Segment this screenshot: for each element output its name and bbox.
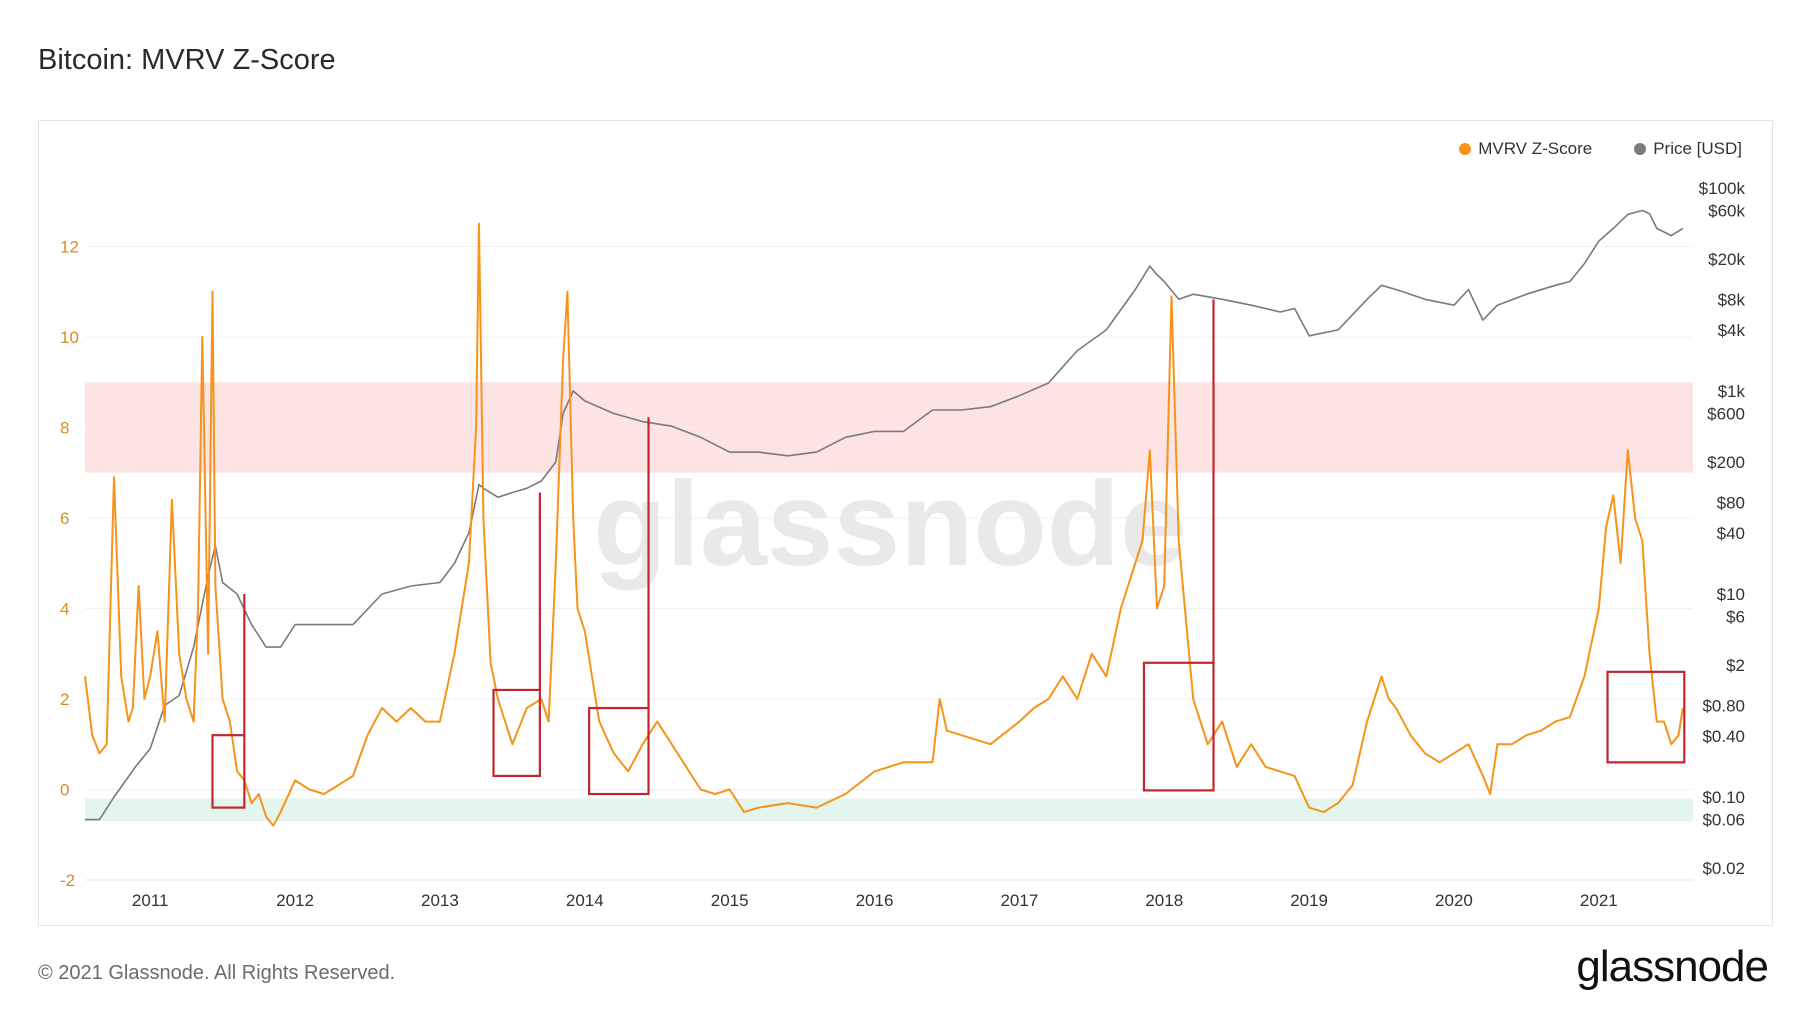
x-tick-label: 2021 [1580,891,1618,910]
y-right-tick-label: $100k [1699,179,1746,198]
price-series-line [85,209,1684,821]
x-tick-label: 2018 [1145,891,1183,910]
y-right-tick-label: $1k [1718,382,1746,401]
annotation-box [1606,670,1686,764]
y-right-tick-label: $200 [1707,453,1745,472]
legend-dot-price [1634,143,1647,155]
y-right-tick-label: $80 [1717,493,1745,512]
y-right-tick-label: $0.10 [1702,788,1745,807]
copyright-text: © 2021 Glassnode. All Rights Reserved. [38,962,396,984]
annotation-box [1142,661,1215,792]
y-left-tick-label: 10 [60,328,79,347]
legend-label-mvrv: MVRV Z-Score [1478,139,1593,158]
x-tick-label: 2013 [421,891,459,910]
y-right-tick-label: $0.06 [1702,811,1745,830]
y-right-tick-label: $8k [1718,290,1746,309]
legend-dot-mvrv [1459,143,1472,155]
x-tick-label: 2012 [276,891,314,910]
y-right-tick-label: $0.40 [1702,727,1745,746]
watermark-text: glassnode [593,457,1187,591]
y-left-tick-label: 6 [60,509,69,528]
y-right-tick-label: $0.80 [1702,696,1745,715]
y-left-tick-label: 8 [60,418,69,437]
x-tick-label: 2011 [132,891,169,910]
x-tick-label: 2016 [856,891,894,910]
chart-legend: MVRV Z-Score Price [USD] [1459,139,1742,159]
annotation-box [211,734,246,809]
undervalued-band [85,798,1693,822]
legend-item-price[interactable]: Price [USD] [1634,139,1742,159]
y-left-tick-label: 4 [60,599,69,618]
mvrv-series-line [84,222,1684,827]
x-tick-label: 2019 [1290,891,1328,910]
y-right-tick-label: $600 [1707,405,1745,424]
x-tick-label: 2020 [1435,891,1473,910]
y-right-tick-label: $40 [1717,524,1745,543]
y-right-tick-label: $10 [1717,585,1745,604]
y-left-tick-label: 12 [60,237,79,256]
glassnode-logo: glassnode [1576,942,1769,991]
y-right-tick-label: $6 [1726,608,1745,627]
y-right-tick-label: $20k [1708,250,1745,269]
y-right-tick-label: $2 [1726,656,1745,675]
y-left-tick-label: 0 [60,780,69,799]
y-left-tick-label: -2 [60,871,75,890]
y-right-tick-label: $60k [1708,202,1745,221]
chart-title: Bitcoin: MVRV Z-Score [38,44,336,76]
annotation-box [492,688,541,778]
annotation-box [588,706,650,796]
y-right-tick-label: $4k [1718,321,1746,340]
legend-label-price: Price [USD] [1653,139,1742,158]
x-tick-label: 2017 [1000,891,1038,910]
x-tick-label: 2015 [711,891,749,910]
x-tick-label: 2014 [566,891,604,910]
legend-item-mvrv[interactable]: MVRV Z-Score [1459,139,1592,159]
y-left-tick-label: 2 [60,690,69,709]
y-right-tick-label: $0.02 [1702,859,1745,878]
